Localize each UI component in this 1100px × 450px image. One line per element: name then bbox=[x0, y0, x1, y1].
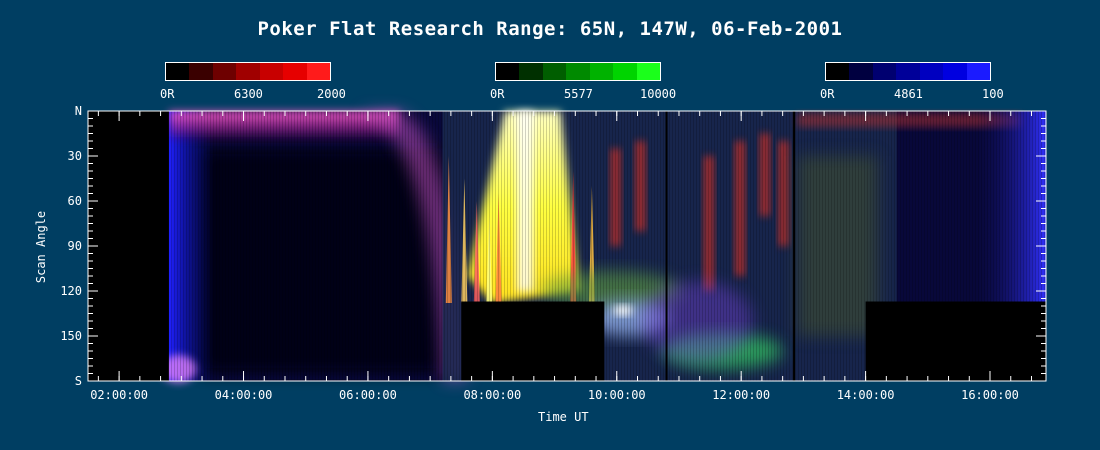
colorbar-6300-wavelength-label: 6300 bbox=[234, 87, 263, 101]
colorbar-segment bbox=[212, 63, 237, 80]
y-tick-label: 90 bbox=[68, 239, 82, 253]
x-tick-label: 12:00:00 bbox=[712, 388, 770, 402]
chart-title: Poker Flat Research Range: 65N, 147W, 06… bbox=[257, 18, 843, 40]
x-tick-label: 02:00:00 bbox=[90, 388, 148, 402]
colorbar-segment bbox=[636, 63, 660, 80]
colorbar-segment bbox=[236, 63, 260, 80]
y-tick-label: 120 bbox=[60, 284, 82, 298]
colorbar-4861-wavelength-label: 4861 bbox=[894, 87, 923, 101]
colorbar-segment bbox=[519, 63, 543, 80]
colorbar-segment bbox=[943, 63, 967, 80]
x-tick-label: 08:00:00 bbox=[463, 388, 521, 402]
x-tick-label: 16:00:00 bbox=[961, 388, 1019, 402]
y-tick-label: S bbox=[75, 374, 82, 388]
colorbar-6300-max-label: 2000 bbox=[317, 87, 346, 101]
colorbar-5577-max-label: 10000 bbox=[640, 87, 677, 101]
colorbar-6300-min-label: 0R bbox=[160, 87, 175, 101]
colorbar-segment bbox=[589, 63, 614, 80]
colorbar-segment bbox=[826, 63, 850, 80]
colorbar-segment bbox=[189, 63, 213, 80]
x-tick-label: 06:00:00 bbox=[339, 388, 397, 402]
colorbar-5577-min-label: 0R bbox=[490, 87, 505, 101]
colorbar-segment bbox=[966, 63, 990, 80]
colorbar-5577-wavelength-label: 5577 bbox=[564, 87, 593, 101]
no-data-region bbox=[88, 111, 169, 381]
colorbar-segment bbox=[306, 63, 330, 80]
no-data-region bbox=[461, 301, 605, 381]
colorbar-segment bbox=[496, 63, 520, 80]
keogram-image bbox=[88, 111, 1047, 383]
x-tick-label: 04:00:00 bbox=[215, 388, 273, 402]
x-tick-label: 14:00:00 bbox=[837, 388, 895, 402]
y-tick-label: 150 bbox=[60, 329, 82, 343]
y-tick-label: 60 bbox=[68, 194, 82, 208]
colorbar-segment bbox=[896, 63, 920, 80]
colorbar-segment bbox=[849, 63, 873, 80]
colorbar-6300 bbox=[165, 62, 331, 81]
colorbar-segment bbox=[259, 63, 284, 80]
plot-axes: N 30 60 90 120 150 S 02:00:00 04:00:00 06:00:00 08… bbox=[60, 104, 1047, 402]
y-tick-label: 30 bbox=[68, 149, 82, 163]
colorbar-segment bbox=[166, 63, 190, 80]
y-axis-label: Scan Angle bbox=[34, 210, 48, 284]
colorbar-segment bbox=[613, 63, 637, 80]
colorbar-segment bbox=[919, 63, 944, 80]
colorbar-5577 bbox=[495, 62, 661, 81]
no-data-region bbox=[865, 301, 1046, 381]
colorbar-4861-min-label: 0R bbox=[820, 87, 835, 101]
colorbar-segment bbox=[283, 63, 307, 80]
y-tick-label: N bbox=[75, 104, 82, 118]
colorbar-segment bbox=[566, 63, 590, 80]
colorbar-4861-max-label: 100 bbox=[982, 87, 1004, 101]
x-axis-label: Time UT bbox=[538, 410, 589, 424]
colorbar-4861 bbox=[825, 62, 991, 81]
colorbar-segment bbox=[872, 63, 897, 80]
colorbar-segment bbox=[542, 63, 567, 80]
x-tick-label: 10:00:00 bbox=[588, 388, 646, 402]
